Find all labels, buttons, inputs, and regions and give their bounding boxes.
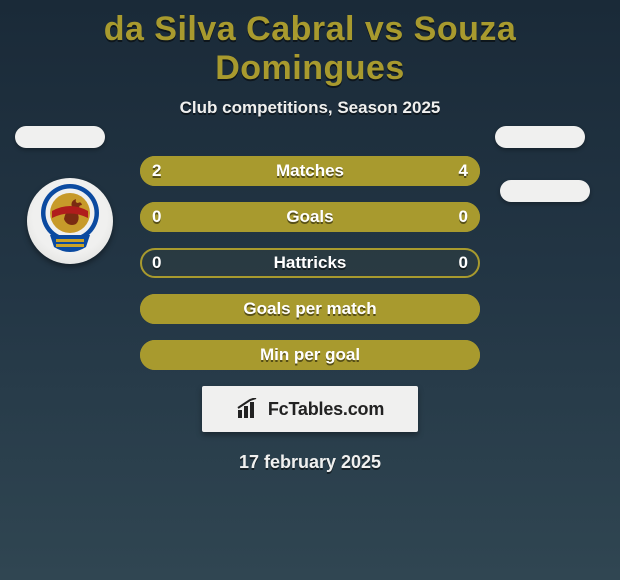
bar-value-left: 0 [152,207,161,227]
shield-icon [34,183,106,259]
logo-text: FcTables.com [268,399,384,420]
bar-value-left: 0 [152,253,161,273]
stat-bar: Matches2 4 [140,156,480,186]
stat-bar: Goals0 0 [140,202,480,232]
bar-label: Hattricks [140,253,480,273]
club-badge [27,178,113,264]
bar-label: Goals [140,207,480,227]
bar-value-right: 4 [459,161,468,181]
bar-value-left: 2 [152,161,161,181]
bar-label: Min per goal [140,345,480,365]
decorative-pill [500,180,590,202]
stat-bar: Min per goal [140,340,480,370]
subtitle: Club competitions, Season 2025 [0,98,620,118]
bar-label: Matches [140,161,480,181]
page-title: da Silva Cabral vs Souza Domingues [0,6,620,94]
stat-bar: Hattricks0 0 [140,248,480,278]
bar-value-right: 0 [459,253,468,273]
stat-bar: Goals per match [140,294,480,324]
date: 17 february 2025 [0,452,620,473]
bar-label: Goals per match [140,299,480,319]
decorative-pill [15,126,105,148]
bar-chart-icon [236,398,262,420]
site-logo: FcTables.com [202,386,418,432]
decorative-pill [495,126,585,148]
bar-value-right: 0 [459,207,468,227]
